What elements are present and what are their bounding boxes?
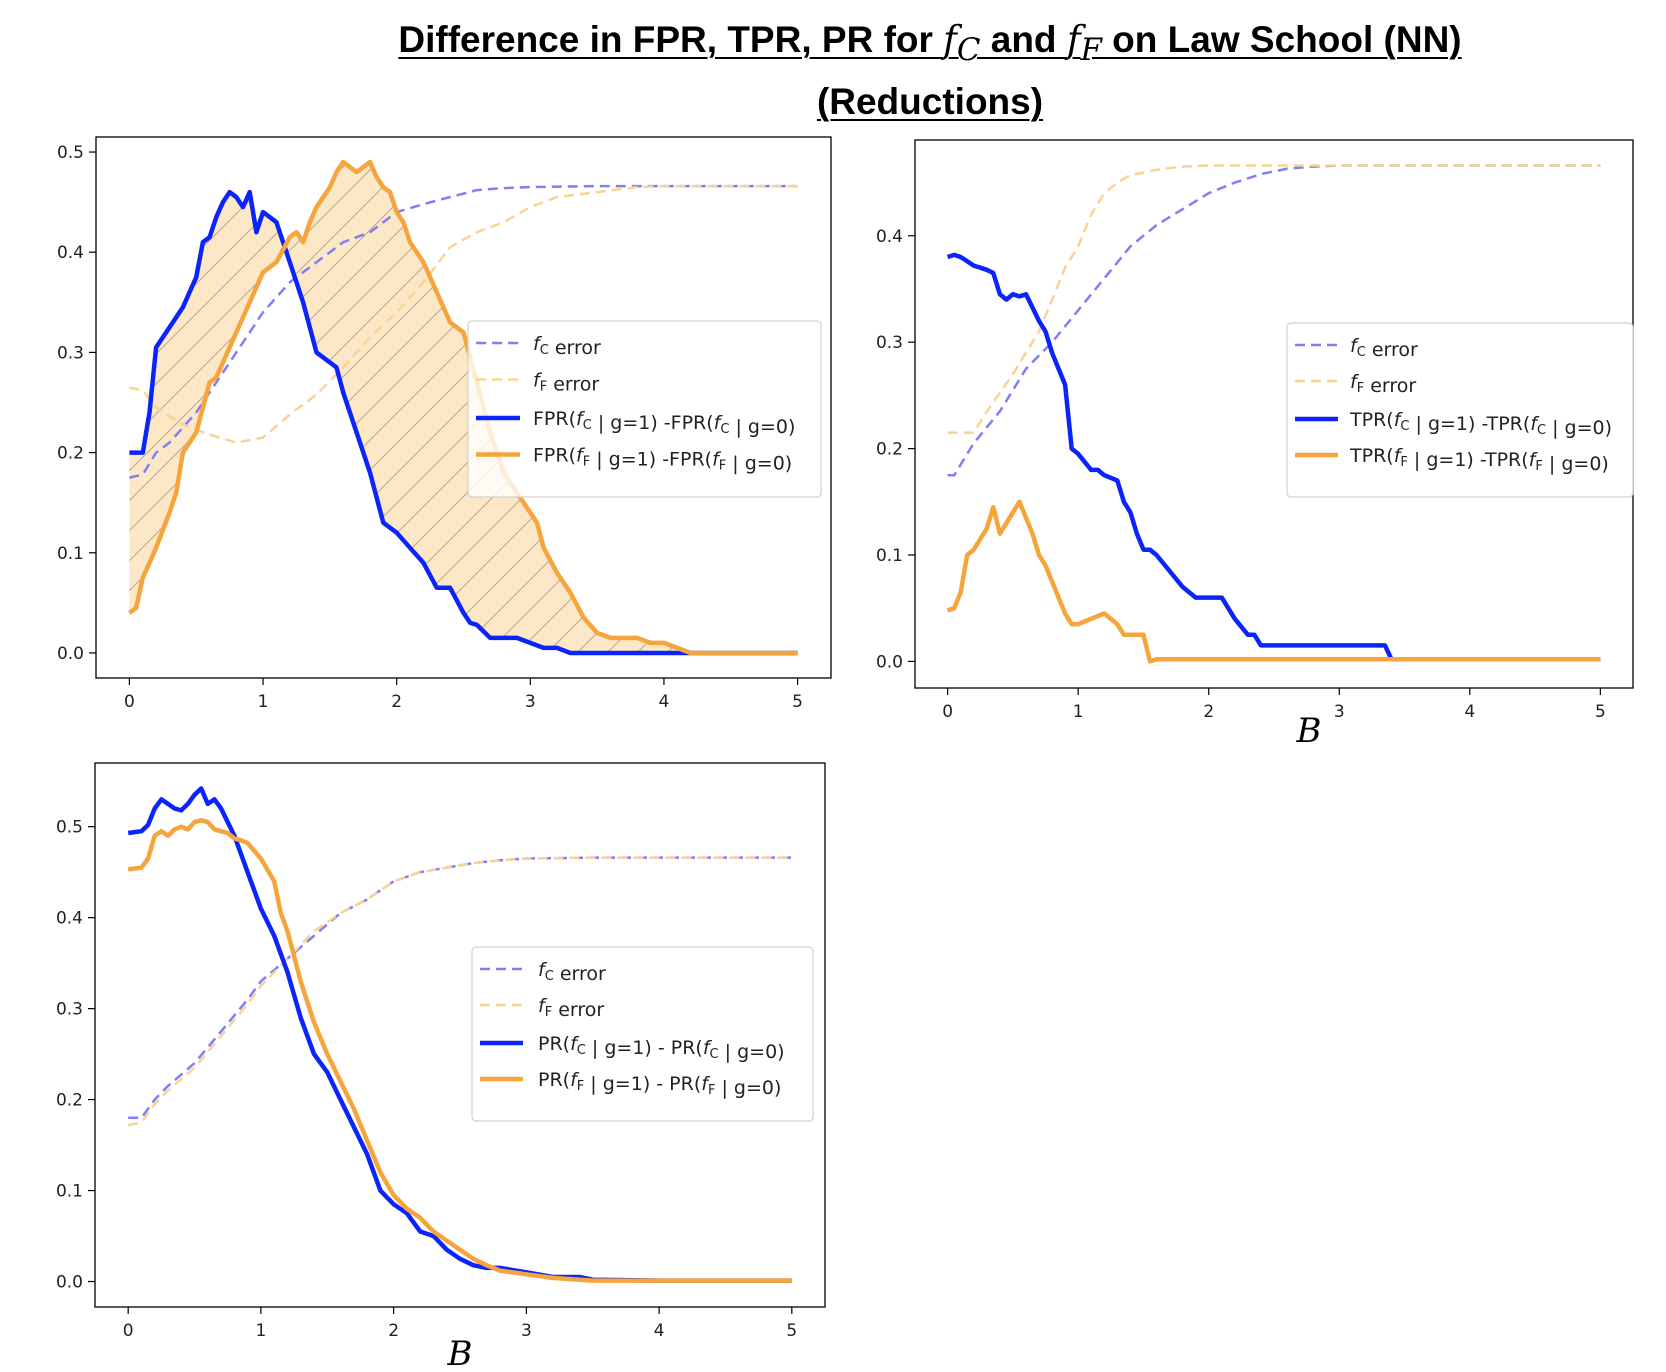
figure-title: Difference in FPR, TPR, PR for fC and fF…	[300, 14, 1560, 128]
legend-label: fC error	[533, 333, 601, 359]
x-tick-label: 2	[388, 1321, 399, 1341]
legend-label: fF error	[1350, 371, 1416, 397]
x-tick-label: 4	[659, 692, 670, 712]
x-tick-label: 5	[1595, 702, 1606, 722]
legend-label: fF error	[533, 370, 599, 396]
y-tick-label: 0.2	[57, 444, 84, 464]
y-tick-label: 0.3	[57, 343, 84, 363]
x-tick-label: 0	[123, 1321, 134, 1341]
legend-label: FPR(fC | g=1) -FPR(fC | g=0)	[533, 408, 795, 438]
shaded-difference-area	[129, 162, 798, 653]
series-line-fC-error	[128, 856, 792, 1120]
pr-difference-chart: 0 1 2 3 4 5 0.0 0.1 0.2 0.3 0.4 0.5 BfC error fF erro…	[56, 762, 826, 1372]
y-tick-label: 0.0	[876, 652, 903, 672]
y-tick-label: 0.5	[56, 818, 83, 838]
x-tick-label: 3	[525, 692, 536, 712]
legend-label: PR(fF | g=1) - PR(fF | g=0)	[538, 1069, 781, 1099]
series-line-fC-diff	[946, 252, 1601, 662]
x-tick-label: 0	[124, 692, 135, 712]
series-line-fF-error	[947, 164, 1601, 434]
x-tick-label: 5	[786, 1321, 797, 1341]
legend-label: TPR(fF | g=1) -TPR(fF | g=0)	[1349, 445, 1609, 475]
x-tick-label: 5	[792, 692, 803, 712]
legend: fC error fF error FPR(fC | g=1) -FPR(fC | …	[467, 320, 822, 498]
series-line-fF-diff	[946, 499, 1601, 664]
legend-box	[467, 320, 822, 498]
axes-frame	[95, 136, 832, 679]
legend-label: fC error	[1350, 335, 1418, 361]
y-tick-label: 0.2	[876, 440, 903, 460]
fpr-difference-chart: 0 1 2 3 4 5 0.0 0.1 0.2 0.3 0.4 0.5 fC error fF error…	[57, 136, 832, 712]
series-line-fF-diff	[128, 159, 798, 656]
y-tick-label: 0.1	[56, 1182, 83, 1202]
series-line-fF-error	[127, 856, 792, 1127]
x-tick-label: 2	[1203, 702, 1214, 722]
y-tick-label: 0.0	[56, 1273, 83, 1293]
x-tick-label: 1	[258, 692, 269, 712]
y-tick-label: 0.0	[57, 644, 84, 664]
y-tick-label: 0.2	[56, 1091, 83, 1111]
x-tick-label: 3	[1334, 702, 1345, 722]
x-axis-label: B	[1296, 711, 1322, 751]
x-tick-label: 4	[654, 1321, 665, 1341]
legend-label: fC error	[538, 959, 606, 985]
axes-frame	[94, 762, 826, 1308]
x-tick-label: 2	[391, 692, 402, 712]
y-tick-label: 0.1	[876, 546, 903, 566]
series-line-fC-diff	[129, 189, 798, 656]
legend-label: TPR(fC | g=1) -TPR(fC | g=0)	[1349, 409, 1612, 439]
y-tick-label: 0.4	[57, 243, 84, 263]
y-tick-label: 0.4	[876, 227, 903, 247]
y-tick-label: 0.1	[57, 544, 84, 564]
x-tick-label: 1	[255, 1321, 266, 1341]
tpr-difference-chart: 0 1 2 3 4 5 0.0 0.1 0.2 0.3 0.4 BfC error fF error TP…	[876, 139, 1634, 751]
legend: fC error fF error PR(fC | g=1) - PR(fC | g…	[471, 946, 814, 1122]
legend-box	[471, 946, 814, 1122]
x-tick-label: 4	[1464, 702, 1475, 722]
series-line-fC-error	[947, 164, 1601, 477]
x-tick-label: 1	[1073, 702, 1084, 722]
legend-label: FPR(fF | g=1) -FPR(fF | g=0)	[533, 445, 792, 475]
y-tick-label: 0.5	[57, 143, 84, 163]
legend-label: fF error	[538, 995, 604, 1021]
x-tick-label: 3	[521, 1321, 532, 1341]
legend-label: PR(fC | g=1) - PR(fC | g=0)	[538, 1033, 785, 1063]
y-tick-label: 0.3	[56, 1000, 83, 1020]
series-line-fF-diff	[127, 818, 792, 1283]
y-tick-label: 0.3	[876, 333, 903, 353]
title-line-2: (Reductions)	[816, 81, 1044, 123]
x-axis-label: B	[447, 1334, 473, 1372]
legend-box	[1286, 322, 1634, 498]
series-line-fC-diff	[127, 786, 792, 1283]
y-tick-label: 0.4	[56, 909, 83, 929]
x-tick-label: 0	[942, 702, 953, 722]
series-line-fC-error	[129, 184, 798, 479]
title-line-1: Difference in FPR, TPR, PR for fC and fF…	[398, 18, 1462, 69]
legend: fC error fF error TPR(fC | g=1) -TPR(fC | …	[1286, 322, 1634, 498]
